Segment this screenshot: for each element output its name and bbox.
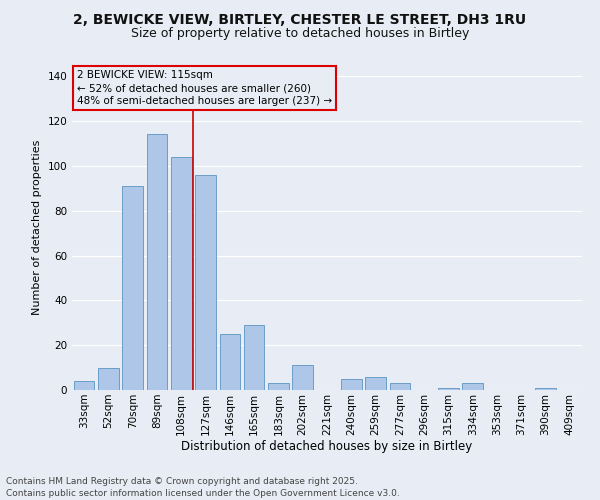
X-axis label: Distribution of detached houses by size in Birtley: Distribution of detached houses by size … [181, 440, 473, 454]
Bar [268, 384, 289, 390]
Bar [146, 134, 167, 390]
Bar [122, 186, 143, 390]
Bar [365, 376, 386, 390]
Bar [341, 379, 362, 390]
Text: Contains HM Land Registry data © Crown copyright and database right 2025.
Contai: Contains HM Land Registry data © Crown c… [6, 476, 400, 498]
Bar [74, 381, 94, 390]
Bar [463, 384, 483, 390]
Bar [438, 388, 459, 390]
Text: 2, BEWICKE VIEW, BIRTLEY, CHESTER LE STREET, DH3 1RU: 2, BEWICKE VIEW, BIRTLEY, CHESTER LE STR… [73, 12, 527, 26]
Bar [535, 388, 556, 390]
Text: 2 BEWICKE VIEW: 115sqm
← 52% of detached houses are smaller (260)
48% of semi-de: 2 BEWICKE VIEW: 115sqm ← 52% of detached… [77, 70, 332, 106]
Bar [244, 325, 265, 390]
Bar [171, 157, 191, 390]
Bar [389, 384, 410, 390]
Text: Size of property relative to detached houses in Birtley: Size of property relative to detached ho… [131, 28, 469, 40]
Bar [98, 368, 119, 390]
Bar [292, 366, 313, 390]
Bar [220, 334, 240, 390]
Bar [195, 175, 216, 390]
Y-axis label: Number of detached properties: Number of detached properties [32, 140, 42, 315]
